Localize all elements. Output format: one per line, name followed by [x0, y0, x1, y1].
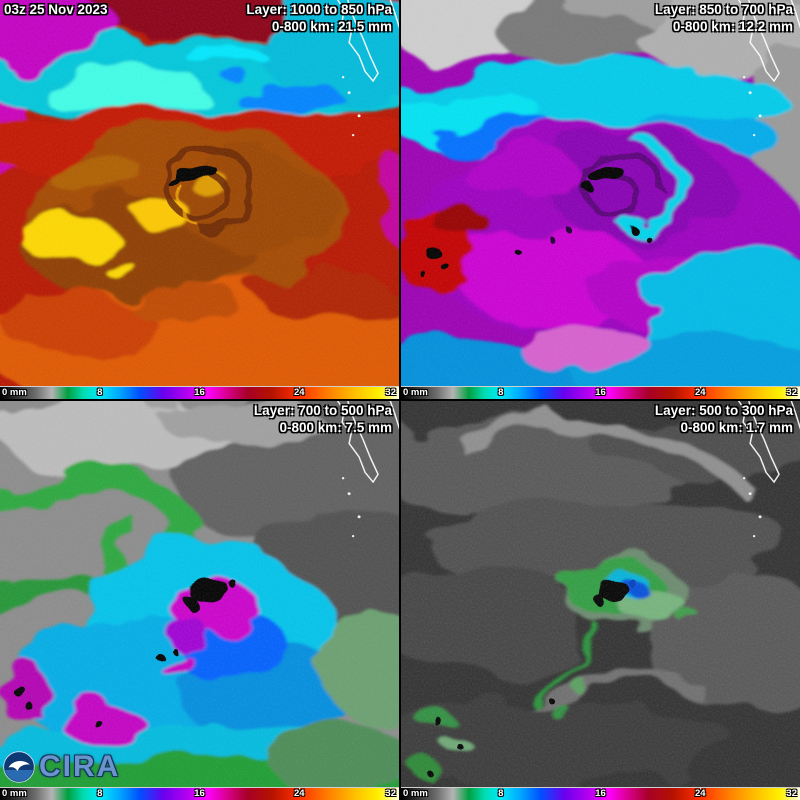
- colorbar-tick-label: 8: [498, 387, 504, 398]
- cira-logo-text: CIRA: [39, 750, 121, 783]
- colorbar-tick-label: 0 mm: [2, 788, 27, 799]
- colorbar-tick: [700, 387, 702, 391]
- weather-image-500-300: [401, 401, 800, 787]
- panel-700-500: Layer: 700 to 500 hPa 0-800 km: 7.5 mm 0…: [0, 401, 399, 800]
- weather-image-850-700: [401, 0, 800, 386]
- layer-mean-value: 0-800 km: 21.5 mm: [271, 19, 392, 34]
- colorbar-tick: [700, 788, 702, 792]
- colorbar-tick: [299, 788, 301, 792]
- colorbar: 0 mm 8 16 24 32: [0, 386, 399, 399]
- colorbar-tick-label: 8: [97, 788, 103, 799]
- colorbar-tick-label: 16: [194, 788, 205, 799]
- colorbar-tick: [199, 788, 201, 792]
- weather-image-1000-850: [0, 0, 399, 386]
- panel-header-700-500: Layer: 700 to 500 hPa 0-800 km: 7.5 mm: [254, 402, 392, 436]
- colorbar-tick-label: 24: [694, 387, 706, 398]
- panel-header-850-700: Layer: 850 to 700 hPa 0-800 km: 12.2 mm: [655, 1, 793, 35]
- colorbar-tick: [199, 387, 201, 391]
- colorbar-tick-label: 32: [385, 387, 396, 398]
- colorbar-tick: [600, 387, 602, 391]
- colorbar-tick: [299, 387, 301, 391]
- layer-label: Layer: 1000 to 850 hPa: [246, 2, 392, 17]
- colorbar-tick-label: 8: [97, 387, 103, 398]
- panel-850-700: Layer: 850 to 700 hPa 0-800 km: 12.2 mm …: [401, 0, 800, 399]
- colorbar-tick-label: 24: [694, 788, 706, 799]
- layer-mean-value: 0-800 km: 1.7 mm: [680, 420, 793, 435]
- colorbar-tick: [500, 387, 502, 391]
- colorbar: 0 mm 8 16 24 32: [401, 787, 800, 800]
- layer-mean-value: 0-800 km: 7.5 mm: [279, 420, 392, 435]
- colorbar-tick-label: 24: [293, 387, 305, 398]
- panel-header-1000-850: Layer: 1000 to 850 hPa 0-800 km: 21.5 mm: [246, 1, 392, 35]
- branding: CIRA: [3, 750, 120, 784]
- colorbar-tick: [500, 788, 502, 792]
- colorbar-tick-label: 0 mm: [2, 387, 27, 398]
- colorbar-tick-label: 24: [293, 788, 305, 799]
- noaa-logo-icon: [3, 751, 35, 783]
- panel-1000-850: 03z 25 Nov 2023 Layer: 1000 to 850 hPa 0…: [0, 0, 399, 399]
- panel-header-500-300: Layer: 500 to 300 hPa 0-800 km: 1.7 mm: [655, 402, 793, 436]
- layer-label: Layer: 500 to 300 hPa: [654, 403, 793, 418]
- colorbar-tick-label: 16: [595, 788, 606, 799]
- layer-mean-value: 0-800 km: 12.2 mm: [672, 19, 793, 34]
- colorbar-tick-label: 32: [786, 788, 797, 799]
- colorbar: 0 mm 8 16 24 32: [401, 386, 800, 399]
- panel-500-300: Layer: 500 to 300 hPa 0-800 km: 1.7 mm 0…: [401, 401, 800, 800]
- weather-image-700-500: [0, 401, 399, 787]
- colorbar-tick-label: 0 mm: [403, 788, 428, 799]
- colorbar-tick: [600, 788, 602, 792]
- colorbar-tick-label: 32: [385, 788, 396, 799]
- colorbar-tick-label: 16: [194, 387, 205, 398]
- layer-label: Layer: 850 to 700 hPa: [654, 2, 793, 17]
- colorbar-tick-label: 16: [595, 387, 606, 398]
- colorbar-tick: [99, 387, 101, 391]
- timestamp: 03z 25 Nov 2023: [4, 2, 108, 17]
- colorbar: 0 mm 8 16 24 32: [0, 787, 399, 800]
- colorbar-tick-label: 8: [498, 788, 504, 799]
- colorbar-tick-label: 32: [786, 387, 797, 398]
- colorbar-tick-label: 0 mm: [403, 387, 428, 398]
- layer-label: Layer: 700 to 500 hPa: [253, 403, 392, 418]
- colorbar-tick: [99, 788, 101, 792]
